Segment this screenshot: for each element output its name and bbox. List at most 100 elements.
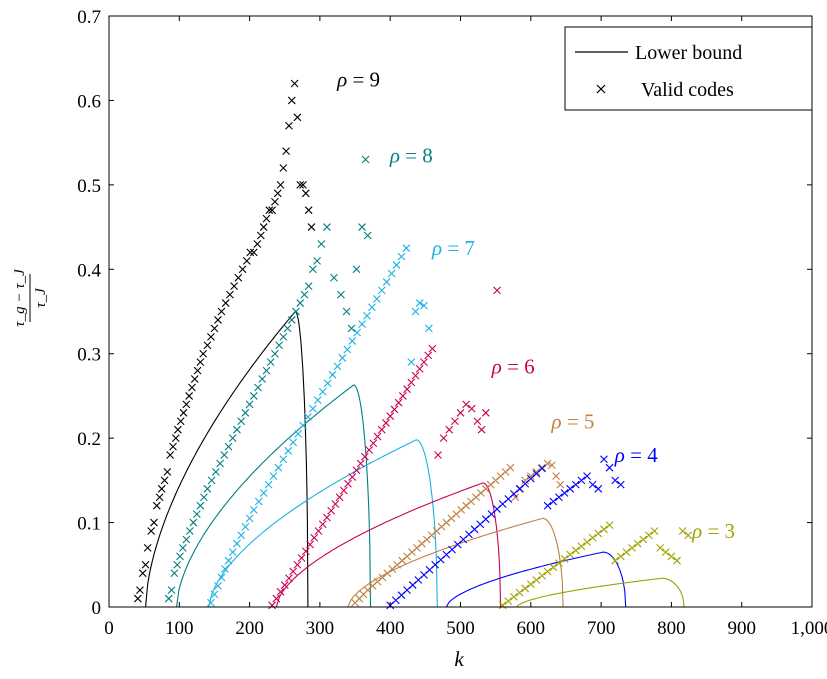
valid-code-point: [684, 531, 693, 540]
valid-code-point: [398, 392, 407, 400]
valid-code-point: [600, 455, 608, 464]
valid-code-point: [262, 214, 271, 223]
legend-box: [564, 26, 813, 111]
valid-code-point: [678, 527, 687, 535]
valid-code-point: [456, 408, 465, 417]
valid-code-point: [538, 571, 546, 580]
valid-code-point: [138, 569, 147, 578]
valid-code-point: [588, 533, 597, 542]
lower-bound-curve: [175, 384, 372, 608]
valid-code-point: [337, 290, 345, 299]
valid-code-point: [220, 451, 229, 459]
valid-code-point: [386, 412, 395, 421]
legend-label-lower-bound: Lower bound: [635, 42, 742, 64]
valid-code-point: [521, 476, 530, 485]
valid-code-point: [611, 476, 620, 485]
valid-code-point: [510, 592, 518, 601]
series-label: ρ = 3: [691, 519, 735, 543]
valid-code-point: [308, 265, 317, 274]
valid-code-point: [234, 273, 243, 282]
valid-code-point: [543, 501, 552, 510]
valid-code-point: [338, 354, 347, 362]
valid-code-point: [566, 550, 575, 559]
valid-code-point: [242, 256, 251, 265]
valid-code-point: [605, 463, 614, 472]
y-axis: 0 0.1 0.2 0.3 0.4 0.5 0.6 0.7: [77, 7, 812, 619]
valid-code-point: [238, 265, 247, 274]
x-tick-label: 1,000: [791, 618, 827, 639]
valid-code-point: [571, 546, 580, 555]
x-tick-label: 500: [446, 618, 475, 639]
valid-code-point: [504, 597, 513, 605]
valid-code-point: [259, 223, 268, 231]
valid-code-point: [445, 425, 454, 434]
valid-code-point: [192, 510, 201, 519]
valid-code-point: [196, 358, 205, 367]
valid-code-point: [221, 299, 230, 307]
legend-x-marker: [596, 84, 606, 94]
y-axis-label: τ_g − τ_J τ_J: [12, 268, 49, 327]
valid-code-point: [363, 231, 372, 240]
valid-code-point: [174, 425, 182, 434]
valid-code-point: [583, 538, 591, 546]
series-label-symbol: ρ: [491, 354, 502, 378]
valid-code-point: [616, 480, 625, 489]
valid-code-point: [289, 567, 298, 576]
valid-code-point: [661, 548, 670, 557]
valid-code-point: [407, 378, 416, 387]
valid-code-point: [307, 223, 316, 231]
valid-code-point: [304, 282, 313, 291]
valid-code-point: [266, 358, 275, 367]
valid-code-point: [274, 463, 283, 472]
valid-code-point: [577, 476, 586, 485]
valid-code-point: [271, 349, 279, 358]
lower-bound-curve: [145, 310, 309, 608]
valid-code-point: [473, 417, 482, 426]
x-tick-label: 400: [376, 618, 405, 639]
y-axis-label-numerator: τ_g − τ_J: [12, 268, 28, 327]
valid-code-point: [373, 432, 382, 441]
series-label-value: = 8: [400, 143, 433, 167]
valid-code-point: [176, 552, 184, 561]
valid-code-point: [439, 434, 448, 443]
x-axis-label: k: [454, 647, 464, 671]
valid-code-point: [166, 451, 175, 459]
valid-code-point: [361, 155, 370, 164]
valid-code-point: [543, 567, 552, 576]
valid-code-point: [392, 261, 401, 269]
valid-code-point: [193, 366, 202, 375]
valid-code-point: [526, 580, 535, 589]
valid-code-point: [667, 552, 676, 561]
valid-code-point: [143, 544, 152, 552]
valid-code-point: [605, 521, 614, 529]
valid-code-point: [217, 573, 226, 582]
valid-code-point: [548, 461, 556, 470]
valid-code-point: [249, 248, 258, 257]
valid-code-point: [481, 408, 490, 417]
valid-code-point: [268, 206, 276, 215]
valid-code-point: [292, 307, 300, 316]
valid-code-point: [176, 417, 185, 426]
valid-code-point: [420, 358, 428, 367]
valid-code-point: [348, 337, 357, 345]
valid-code-point: [650, 527, 659, 535]
valid-code-point: [330, 273, 338, 282]
valid-code-point: [294, 430, 302, 438]
valid-code-point: [185, 527, 194, 535]
valid-code-point: [365, 446, 373, 454]
valid-code-point: [526, 472, 535, 481]
valid-code-point: [493, 286, 501, 295]
valid-code-point: [571, 480, 580, 489]
valid-code-point: [344, 479, 352, 488]
valid-code-point: [402, 244, 411, 253]
valid-code-points: [133, 79, 693, 610]
valid-code-point: [407, 358, 416, 367]
valid-code-point: [289, 438, 298, 447]
x-tick-label: 800: [657, 618, 686, 639]
valid-code-point: [214, 316, 222, 324]
valid-code-point: [424, 351, 433, 360]
valid-code-point: [656, 544, 665, 552]
valid-code-point: [633, 539, 642, 548]
valid-code-point: [233, 539, 241, 548]
valid-code-point: [228, 548, 237, 557]
